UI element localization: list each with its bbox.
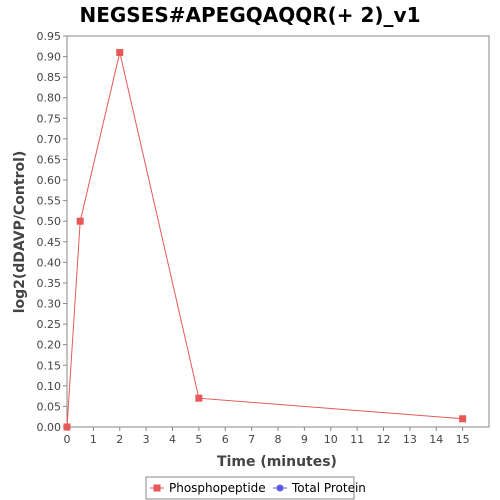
plot-frame [66,35,490,428]
y-tick-label: 0.30 [37,298,62,311]
x-tick-label: 15 [456,433,470,446]
x-tick-label: 13 [403,433,417,446]
legend-marker [276,484,284,492]
y-tick-label: 0.95 [37,30,62,43]
x-tick-label: 1 [90,433,97,446]
series-layer [63,48,467,431]
y-tick-label: 0.55 [37,195,62,208]
y-tick-label: 0.15 [37,359,62,372]
y-tick-label: 0.60 [37,174,62,187]
y-tick-label: 0.65 [37,153,62,166]
data-point [76,217,84,225]
y-tick-label: 0.10 [37,380,62,393]
x-tick-label: 0 [64,433,71,446]
legend-box [145,476,355,500]
x-tick-label: 10 [324,433,338,446]
y-tick-label: 0.85 [37,71,62,84]
y-tick-label: 0.20 [37,339,62,352]
data-point [116,48,124,56]
x-tick-label: 12 [377,433,391,446]
chart-title: NEGSES#APEGQAQQR(+ 2)_v1 [79,3,420,27]
data-point [459,415,467,423]
y-tick-label: 0.90 [37,51,62,64]
x-tick-label: 8 [275,433,282,446]
y-axis: 0.00 0.05 0.10 0.15 0.20 0.25 0.30 0.35 0.40 0.45… [37,30,67,434]
legend-label: Total Protein [291,481,366,495]
y-tick-label: 0.00 [37,421,62,434]
x-tick-label: 5 [195,433,202,446]
x-tick-label: 11 [350,433,364,446]
y-tick-label: 0.70 [37,133,62,146]
plot-area [66,35,490,428]
x-tick-label: 2 [116,433,123,446]
y-tick-label: 0.80 [37,92,62,105]
y-tick-label: 0.40 [37,256,62,269]
y-tick-label: 0.75 [37,112,62,125]
data-point [63,423,71,431]
x-tick-label: 6 [222,433,229,446]
y-tick-label: 0.45 [37,236,62,249]
y-tick-label: 0.25 [37,318,62,331]
data-point [195,394,203,402]
x-tick-label: 3 [143,433,150,446]
y-tick-label: 0.05 [37,400,62,413]
legend-label: Phosphopeptide [169,481,266,495]
x-tick-label: 7 [248,433,255,446]
y-tick-label: 0.50 [37,215,62,228]
y-tick-label: 0.35 [37,277,62,290]
x-tick-label: 9 [301,433,308,446]
legend-marker [153,484,161,492]
x-axis: 0 1 2 3 4 5 6 7 8 9 10 11 12 13 14 15 [64,427,470,446]
x-axis-label: Time (minutes) [217,454,337,470]
x-tick-label: 4 [169,433,176,446]
legend: Phosphopeptide Total Protein [145,476,366,500]
y-axis-label: log2(dDAVP/Control) [12,151,28,314]
x-tick-label: 14 [429,433,443,446]
